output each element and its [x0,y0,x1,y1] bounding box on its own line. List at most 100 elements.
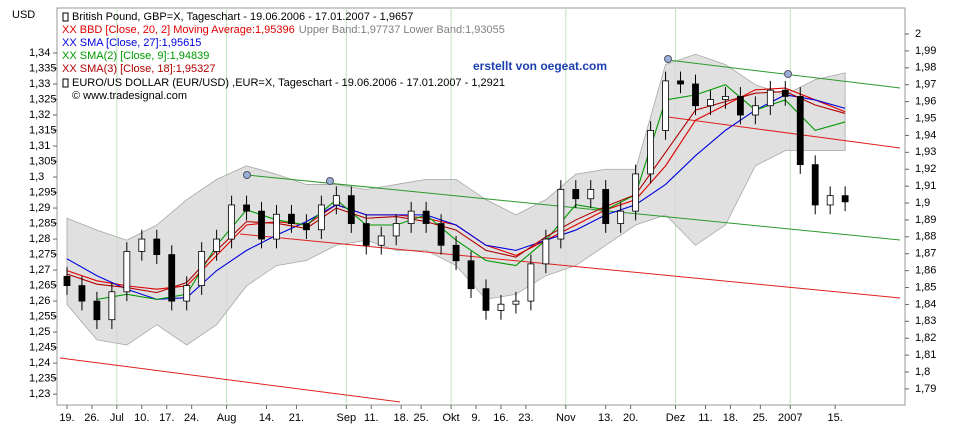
instrument-title: British Pound, GBP=X, Tageschart - 19.06… [72,11,413,23]
candle-body [332,195,340,206]
candle-body [467,260,475,290]
y2-tick-label: 2 [915,28,921,40]
candle-body [63,275,71,286]
x-tick-label: 15. [828,412,843,424]
candle-body [93,300,101,321]
y2-tick-label: 1,98 [915,62,936,74]
x-tick-label: 21. [289,412,304,424]
candle-body [123,251,131,293]
y2-tick-label: 1,89 [915,214,936,226]
candle-body [751,105,759,116]
y-tick-label: 1,31 [29,140,50,152]
y2-tick-label: 1,97 [915,79,936,91]
candle-body [781,89,789,97]
candle-body [452,244,460,262]
candle-body [482,288,490,311]
over-layer: 19. 26. Jul 10. 17. 24. Aug 14. 21. Sep 11. 18. 25. O… [29,24,936,424]
x-tick-label: Jul [110,412,124,424]
y2-tick-label: 1,84 [915,298,936,310]
y2-tick-label: 1,82 [915,332,936,344]
candle-body [168,254,176,302]
x-tick-label: Dez [666,412,686,424]
y-tick-label: 1,32 [29,109,50,121]
candle-body [243,204,250,212]
y2-tick-label: 1,86 [915,265,936,277]
trend-line [667,116,901,149]
indicator-line [66,90,846,294]
x-tick-label: 25. [753,412,768,424]
candle-body [437,223,445,246]
y2-tick-label: 1,8 [915,366,930,378]
candle-body [826,195,834,206]
candle-body [527,263,535,302]
candle-body [422,210,430,224]
y-tick-label: 1,34 [29,47,50,59]
x-tick-label: 11. [364,412,378,424]
candle-body [692,83,699,107]
candle-body [587,189,595,200]
y-tick-label: 1,315 [29,124,57,136]
x-tick-label: 25. [413,412,428,424]
x-tick-label: 17. [159,412,174,424]
candle-body [153,238,161,255]
y-tick-label: 1,275 [29,248,57,260]
candle-body [707,99,714,107]
y-tick-label: 1,335 [29,62,57,74]
y2-tick-label: 1,87 [915,248,936,260]
candle-body [677,80,684,85]
y2-tick-label: 1,96 [915,96,936,108]
candle-body [288,213,295,224]
y-tick-label: 1,25 [29,326,50,338]
candle-body [198,251,206,286]
x-tick-label: 18. [394,412,409,424]
candle-body [796,95,804,166]
pivot-point [664,55,672,63]
candle-body [811,164,819,206]
y2-tick-label: 1,79 [915,383,936,395]
candle-body [392,223,400,237]
y2-tick-label: 1,85 [915,281,936,293]
y-tick-label: 1,28 [29,233,50,245]
candle-body [228,204,235,240]
trend-line [239,233,901,299]
y2-tick-label: 1,83 [915,315,936,327]
y2-tick-label: 1,88 [915,231,936,243]
candle-body [258,210,265,240]
candle-body [497,303,505,311]
x-tick-label: Nov [556,412,576,424]
candle-body [722,95,729,100]
candle-body [362,223,370,246]
candle-body [602,189,610,224]
x-tick-label: 23. [518,412,533,424]
candle-body [347,195,355,224]
band-label: Upper Band:1,97737 Lower Band:1,93055 [299,24,505,36]
watermark: erstellt von oegeat.com [473,59,607,73]
candle-body [512,300,520,305]
x-tick-label: 10. [134,412,149,424]
legend-entry: XX BBD [Close, 20, 2] Moving Average:1,9… [62,24,505,36]
y-tick-label: 1,325 [29,93,57,105]
y2-tick-label: 1,9 [915,197,930,209]
x-tick-label: 13. [598,412,613,424]
y-tick-label: 1,305 [29,155,57,167]
copyright: © www.tradesignal.com [72,90,187,102]
indicator-line [96,84,846,300]
legend-label: XX SMA(3) [Close, 18]:1,95327 [62,63,215,75]
trend-line [59,357,401,403]
pivot-point [243,171,251,179]
y-tick-label: 1,26 [29,295,50,307]
candle-body [273,213,280,240]
legend-entry: XX SMA [Close, 27]:1,95615 [62,37,201,49]
pivot-point [326,177,334,185]
x-tick-label: 2007 [778,412,802,424]
x-tick-label: Okt [443,412,460,424]
y-tick-label: 1,235 [29,373,57,385]
y-tick-label: 1,255 [29,311,57,323]
candle-body [108,291,116,321]
candle-body [736,95,744,116]
x-tick-label: 20. [623,412,638,424]
candle-body [766,89,774,107]
candle-body [542,238,550,265]
x-tick-label: 16. [493,412,508,424]
